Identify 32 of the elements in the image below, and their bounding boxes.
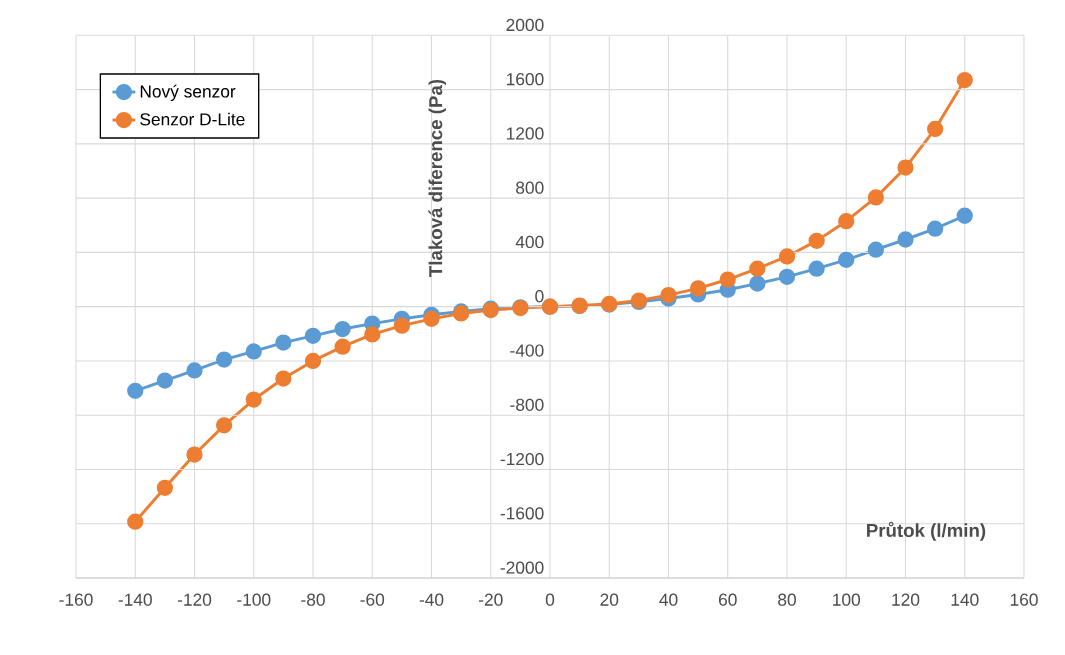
x-tick-label: 120 — [892, 593, 920, 606]
y-tick-label: 400 — [515, 235, 544, 249]
y-tick-label: -800 — [510, 398, 544, 411]
x-tick-label: -100 — [237, 593, 271, 606]
x-tick-label: 40 — [659, 593, 678, 606]
x-tick-label: 20 — [600, 593, 619, 606]
x-tick-label: -20 — [479, 593, 503, 606]
y-tick-label: -2000 — [500, 561, 544, 574]
y-tick-label: 800 — [516, 181, 544, 194]
x-tick-label: -160 — [59, 593, 93, 606]
y-tick-label: -400 — [510, 344, 544, 357]
x-axis-title: Průtok (l/min) — [867, 521, 986, 541]
x-tick-label: 140 — [951, 593, 979, 606]
x-tick-label: -120 — [177, 593, 212, 606]
x-tick-label: 60 — [718, 593, 737, 606]
y-tick-label: -1200 — [500, 452, 544, 466]
x-tick-label: 80 — [778, 593, 796, 606]
x-tick-label: 160 — [1010, 593, 1038, 606]
y-axis-title: Tlaková diference (Pa) — [428, 79, 446, 277]
y-tick-label: 0 — [535, 290, 544, 303]
x-tick-label: 0 — [545, 593, 555, 606]
x-tick-label: -140 — [118, 593, 152, 606]
x-tick-label: 100 — [833, 593, 861, 606]
legend-label: Nový senzor — [140, 84, 236, 102]
y-tick-label: 1600 — [506, 73, 544, 86]
y-tick-label: 2000 — [506, 18, 544, 32]
x-tick-label: -80 — [301, 593, 325, 606]
y-tick-label: -1600 — [500, 507, 544, 520]
legend-label: Senzor D-Lite — [140, 112, 245, 126]
x-tick-label: -60 — [360, 593, 385, 606]
y-tick-label: 1200 — [506, 127, 544, 140]
x-tick-label: -40 — [419, 593, 444, 606]
